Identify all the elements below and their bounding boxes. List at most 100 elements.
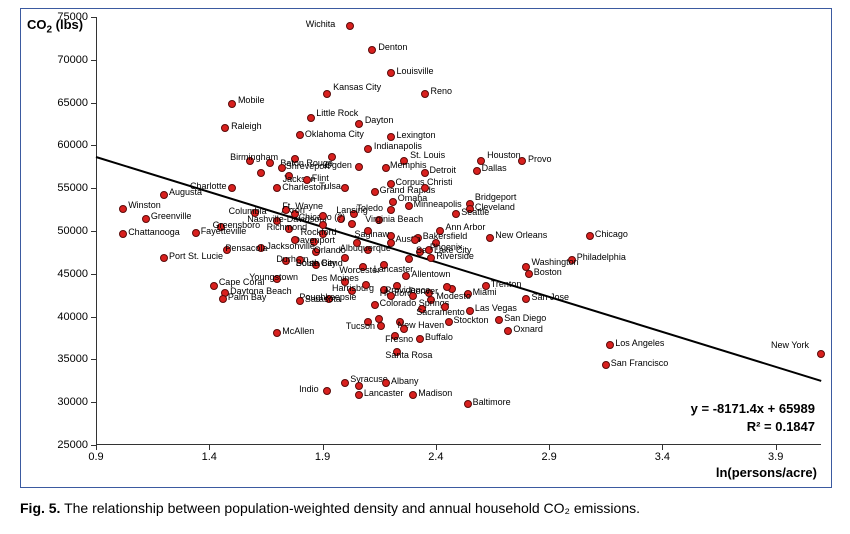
data-point — [160, 191, 168, 199]
data-point — [382, 164, 390, 172]
y-tick-label: 55000 — [46, 182, 88, 194]
point-label: McAllen — [282, 327, 314, 336]
data-point — [421, 184, 429, 192]
data-point — [416, 335, 424, 343]
data-point — [341, 254, 349, 262]
point-label: Washington — [531, 258, 578, 267]
y-tick-label: 70000 — [46, 54, 88, 66]
point-label: Minneapolis — [414, 200, 462, 209]
point-label: St. Louis — [410, 151, 445, 160]
data-point — [817, 350, 825, 358]
figure-caption: Fig. 5. The relationship between populat… — [20, 500, 640, 516]
data-point — [278, 164, 286, 172]
point-label: Chicago — [595, 230, 628, 239]
point-label: Greenville — [151, 212, 192, 221]
y-tick-label: 65000 — [46, 97, 88, 109]
point-label: New Orleans — [495, 231, 547, 240]
data-point — [387, 69, 395, 77]
point-label: Provo — [528, 155, 552, 164]
data-point — [387, 206, 395, 214]
data-point — [355, 120, 363, 128]
point-label: Madison — [418, 389, 452, 398]
point-label: Shreveport — [286, 162, 330, 171]
data-point — [486, 234, 494, 242]
data-point — [228, 184, 236, 192]
data-point — [192, 229, 200, 237]
point-label: Jacksonville — [266, 242, 315, 251]
x-tick-label: 0.9 — [81, 451, 111, 463]
point-label: Oxnard — [513, 325, 543, 334]
point-label: Sarasota — [305, 295, 341, 304]
data-point — [421, 90, 429, 98]
point-label: Santa Rosa — [385, 351, 432, 360]
data-point — [328, 153, 336, 161]
x-axis-title: ln(persons/acre) — [716, 465, 817, 480]
point-label: Louisville — [397, 67, 434, 76]
scatter-plot: 2500030000350004000045000500005500060000… — [96, 17, 821, 445]
data-point — [405, 202, 413, 210]
data-point — [273, 329, 281, 337]
data-point — [296, 297, 304, 305]
point-label: Buffalo — [425, 333, 453, 342]
point-label: Miami — [473, 288, 497, 297]
data-point — [219, 295, 227, 303]
data-point — [257, 169, 265, 177]
point-label: Fresno — [385, 335, 413, 344]
point-label: Philadelphia — [577, 253, 626, 262]
y-tick-label: 45000 — [46, 268, 88, 280]
data-point — [400, 325, 408, 333]
x-tick-label: 3.9 — [761, 451, 791, 463]
point-label: Detroit — [430, 166, 457, 175]
data-point — [348, 220, 356, 228]
data-point — [221, 124, 229, 132]
point-label: Wichita — [306, 20, 336, 29]
data-point — [409, 391, 417, 399]
point-label: Winston — [128, 201, 161, 210]
data-point — [355, 163, 363, 171]
y-tick-label: 30000 — [46, 396, 88, 408]
data-point — [323, 387, 331, 395]
regression-equation: y = -8171.4x + 65989 — [691, 401, 815, 416]
data-point — [473, 167, 481, 175]
point-label: Indio — [299, 385, 319, 394]
data-point — [307, 114, 315, 122]
data-point — [445, 318, 453, 326]
data-point — [142, 215, 150, 223]
y-tick-label: 40000 — [46, 311, 88, 323]
point-label: Boise City — [296, 259, 337, 268]
data-point — [353, 239, 361, 247]
point-label: Lansing — [336, 206, 368, 215]
point-label: Bakersfield — [423, 232, 468, 241]
point-label: Palm Bay — [228, 293, 267, 302]
point-label: Mobile — [238, 96, 265, 105]
data-point — [364, 227, 372, 235]
point-label: Dayton — [365, 116, 394, 125]
point-label: Bridgeport — [475, 193, 517, 202]
point-label: Ft. Wayne — [282, 202, 323, 211]
point-label: Baltimore — [473, 398, 511, 407]
point-label: Port St. Lucie — [169, 252, 223, 261]
point-label: Virginia Beach — [365, 215, 423, 224]
point-label: Chattanooga — [128, 228, 180, 237]
data-point — [371, 301, 379, 309]
point-label: Fayetteville — [201, 227, 247, 236]
data-point — [319, 221, 327, 229]
data-point — [323, 90, 331, 98]
data-point — [402, 272, 410, 280]
point-label: San Francisco — [611, 359, 669, 368]
x-tick-label: 2.9 — [534, 451, 564, 463]
point-label: Allentown — [411, 270, 450, 279]
data-point — [405, 255, 413, 263]
data-point — [355, 391, 363, 399]
data-point — [464, 400, 472, 408]
point-label: Riverside — [436, 252, 474, 261]
data-point — [364, 145, 372, 153]
point-label: Augusta — [169, 188, 202, 197]
data-point — [119, 205, 127, 213]
data-point — [452, 210, 460, 218]
point-label: New York — [771, 341, 809, 350]
data-point — [421, 169, 429, 177]
figure-caption-text: The relationship between population-weig… — [64, 500, 640, 516]
data-point — [382, 379, 390, 387]
data-point — [504, 327, 512, 335]
